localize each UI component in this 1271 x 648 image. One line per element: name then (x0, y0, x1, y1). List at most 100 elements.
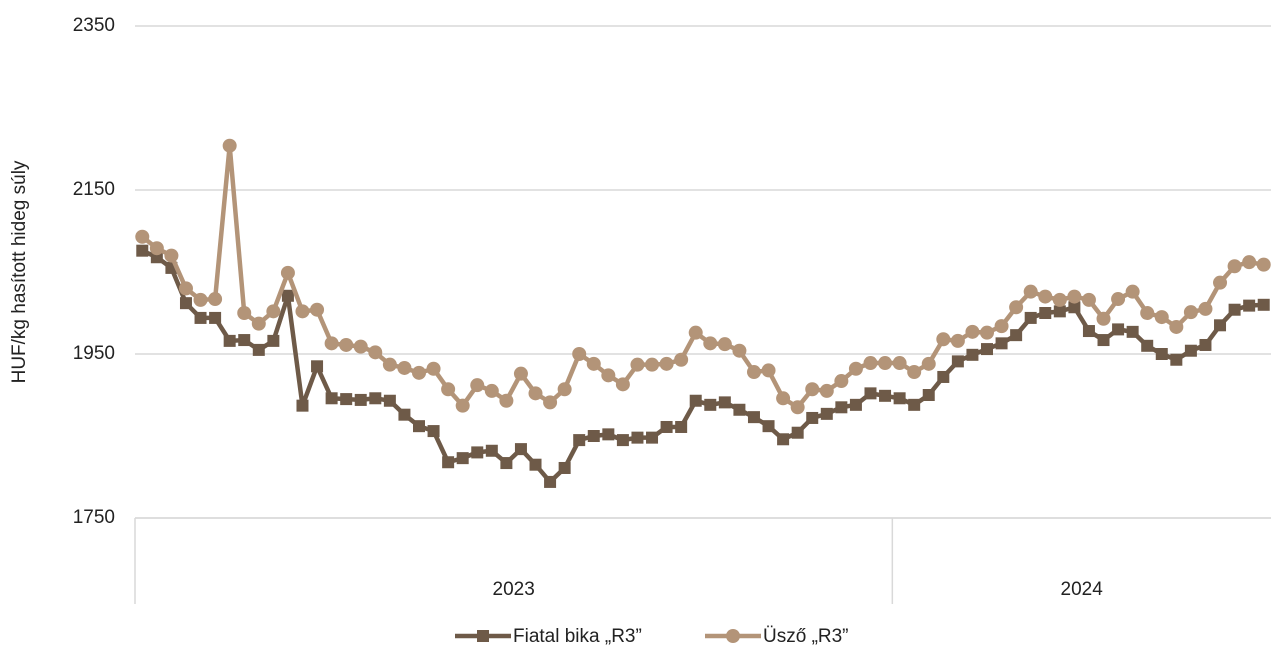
data-point (1242, 255, 1257, 270)
data-point (776, 391, 791, 406)
data-point (849, 398, 862, 411)
y-tick-label: 1950 (73, 343, 115, 364)
data-point (266, 304, 281, 319)
data-point (602, 428, 615, 441)
data-point (470, 378, 485, 393)
series-line (141, 248, 1264, 485)
legend-label: Fiatal bika „R3” (513, 626, 642, 647)
data-point (659, 356, 674, 371)
data-point (499, 393, 514, 408)
data-point (631, 431, 644, 444)
data-point (995, 337, 1008, 350)
data-point (544, 475, 557, 488)
data-point (339, 337, 354, 352)
data-point (412, 365, 426, 380)
data-point (806, 411, 819, 424)
data-point (398, 408, 411, 421)
data-point (543, 395, 558, 410)
data-point (485, 444, 498, 457)
data-point (790, 400, 805, 415)
data-point (354, 393, 367, 406)
data-point (1082, 325, 1095, 338)
data-point (1141, 339, 1154, 352)
data-point (296, 399, 309, 412)
data-point (1169, 319, 1184, 334)
data-point (1053, 305, 1066, 318)
data-point (194, 311, 207, 324)
data-point (223, 334, 236, 347)
data-point (951, 355, 964, 368)
data-point (340, 393, 353, 406)
data-point (1067, 289, 1082, 304)
data-point (922, 389, 935, 401)
data-point (1039, 307, 1052, 319)
data-point (136, 244, 149, 257)
data-point (1038, 289, 1053, 304)
data-point (761, 363, 776, 378)
data-point (1010, 329, 1023, 342)
data-point (557, 382, 572, 397)
data-point (732, 343, 747, 358)
data-point (863, 356, 878, 371)
data-point (616, 434, 629, 447)
data-point (747, 411, 760, 424)
y-axis-label: HUF/kg hasított hideg súly (9, 160, 30, 383)
data-point (281, 289, 294, 302)
data-point (529, 458, 542, 471)
data-point (179, 297, 192, 310)
data-point (295, 304, 310, 319)
data-point (251, 316, 266, 331)
data-point (1256, 257, 1271, 272)
data-point (325, 392, 338, 405)
data-point (383, 394, 396, 407)
data-point (950, 333, 965, 348)
data-point (805, 382, 820, 397)
data-point (689, 394, 702, 407)
data-point (937, 370, 950, 383)
data-point (441, 382, 456, 397)
data-point (310, 302, 325, 317)
y-tick-label: 2350 (73, 15, 115, 36)
data-point (762, 420, 775, 433)
data-point (1184, 344, 1197, 357)
data-point (675, 420, 688, 433)
data-point (893, 392, 906, 405)
data-point (311, 360, 324, 373)
data-point (921, 356, 936, 371)
data-point (368, 345, 383, 360)
x-group-label: 2023 (493, 579, 535, 600)
data-point (645, 357, 660, 372)
data-point (936, 332, 951, 347)
data-point (280, 265, 295, 280)
data-point (471, 446, 484, 459)
data-point (703, 336, 718, 351)
data-point (1213, 275, 1228, 290)
data-point (586, 356, 601, 371)
data-point (688, 325, 703, 340)
data-point (1199, 338, 1212, 351)
series-line (140, 143, 1265, 410)
data-point (1097, 334, 1110, 347)
data-point (1154, 310, 1169, 325)
data-point (1183, 305, 1198, 320)
data-point (908, 398, 921, 411)
data-point (324, 336, 339, 351)
legend-marker (477, 630, 489, 642)
data-point (1257, 298, 1270, 311)
data-point (193, 292, 208, 307)
data-point (1243, 299, 1256, 312)
data-point (819, 383, 834, 398)
data-point (1068, 301, 1081, 314)
data-point (733, 403, 746, 416)
data-point (1111, 292, 1126, 307)
data-point (209, 311, 222, 324)
data-point (222, 138, 237, 153)
data-point (572, 347, 587, 361)
data-point (981, 343, 993, 356)
data-point (237, 306, 252, 320)
data-point (484, 383, 499, 398)
data-point (1155, 348, 1168, 360)
data-point (646, 431, 659, 444)
data-point (660, 420, 673, 433)
